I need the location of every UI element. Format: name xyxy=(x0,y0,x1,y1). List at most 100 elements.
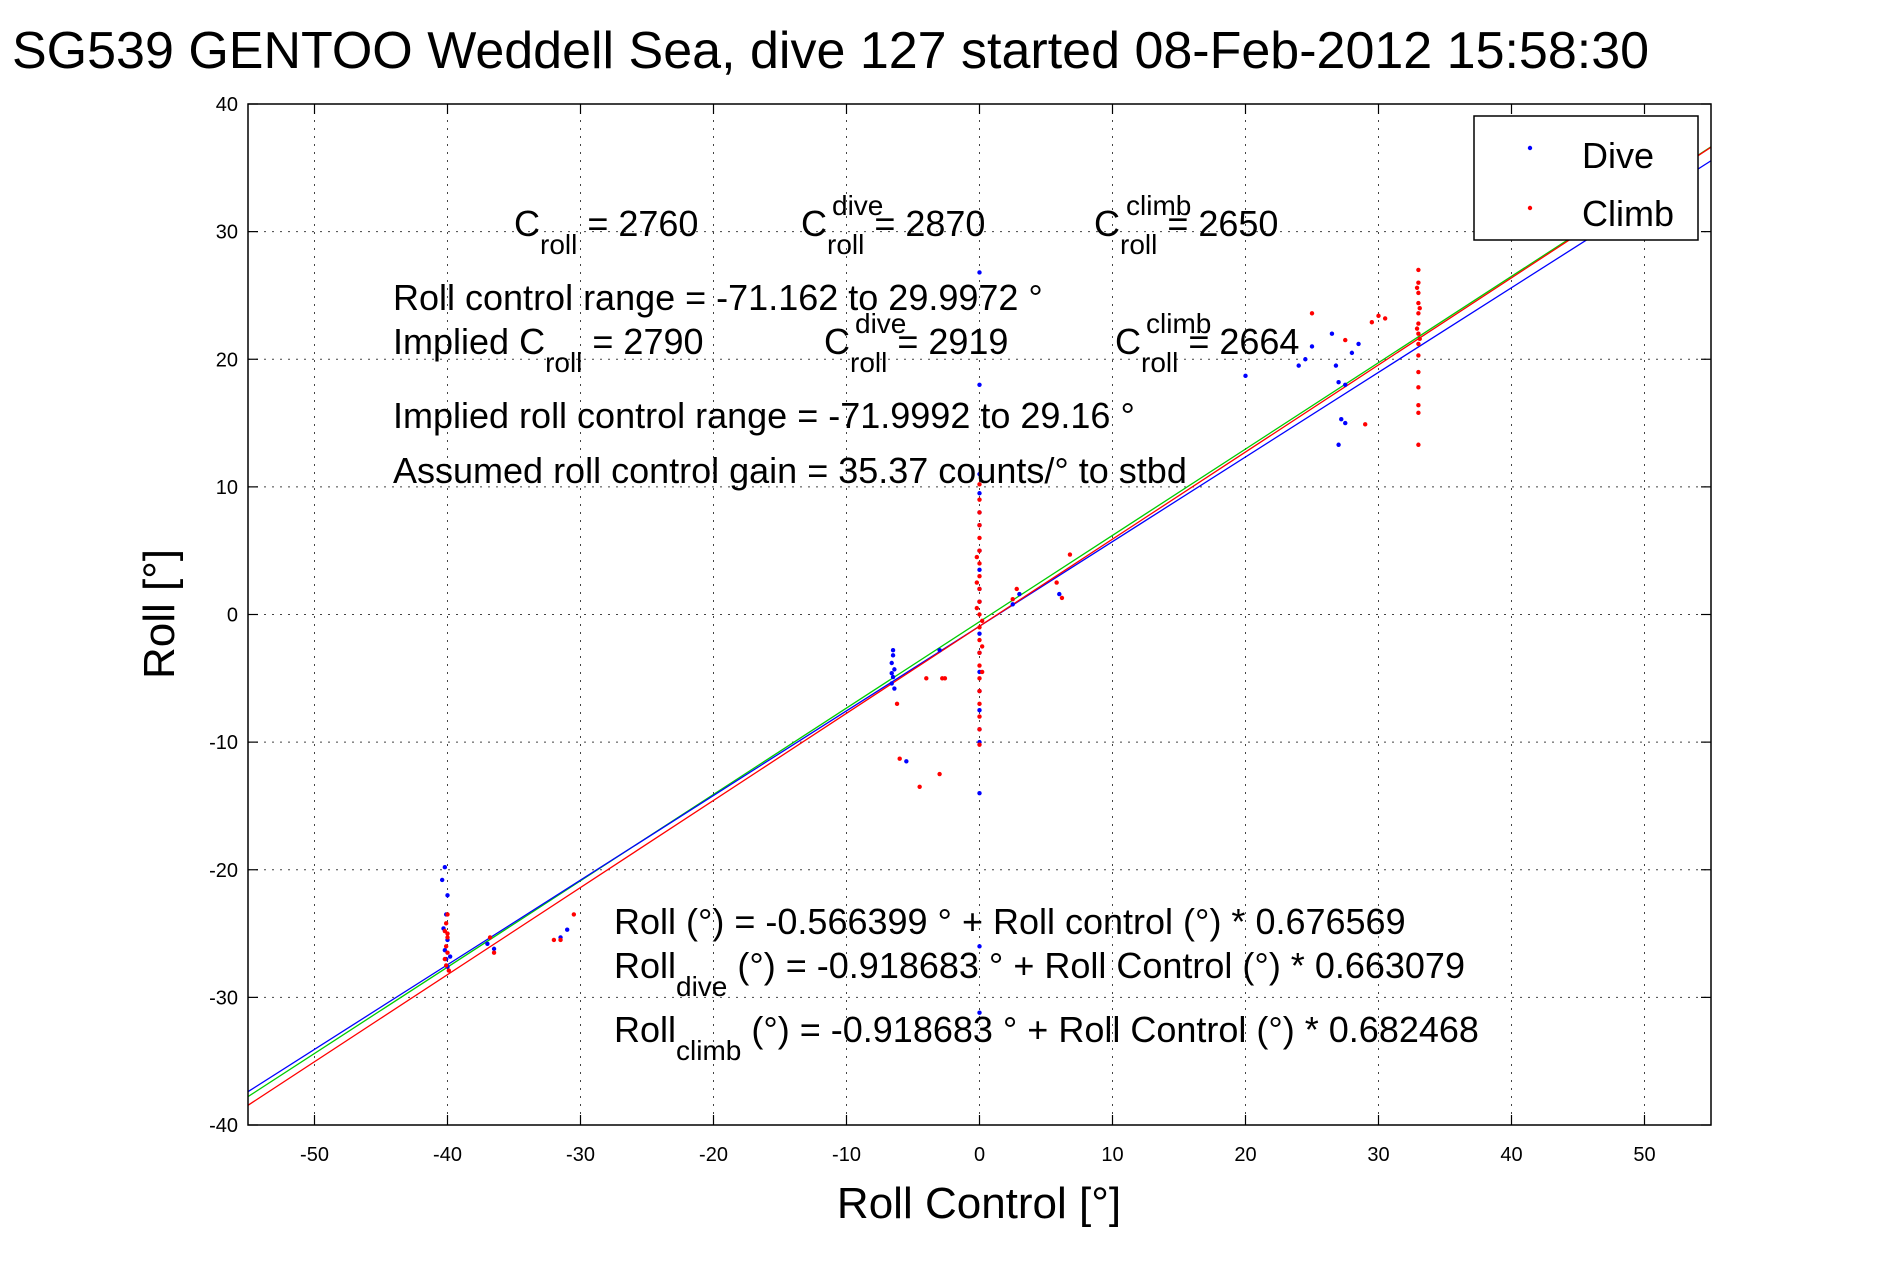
dive-point xyxy=(890,674,896,680)
dive-point xyxy=(442,864,448,870)
climb-point xyxy=(1414,326,1420,331)
climb-point xyxy=(1416,385,1421,390)
dive-point xyxy=(904,759,909,764)
climb-point xyxy=(1309,311,1315,316)
y-tick-label: 20 xyxy=(216,349,238,371)
climb-point xyxy=(1416,353,1421,358)
climb-point xyxy=(1416,410,1421,416)
annotation-c-roll: Croll = 2760 xyxy=(514,203,698,260)
annotation-implied-c-roll-dive-sup: dive xyxy=(855,308,906,339)
legend: Dive Climb xyxy=(1473,115,1699,241)
dive-point xyxy=(1356,341,1361,347)
annotation-c-roll-dive-sup: dive xyxy=(832,190,883,221)
climb-point xyxy=(977,637,982,643)
dive-point xyxy=(892,686,897,691)
chart-title: SG539 GENTOO Weddell Sea, dive 127 start… xyxy=(12,22,1649,80)
dive-point xyxy=(977,944,982,949)
climb-point xyxy=(1416,280,1421,285)
dive-point xyxy=(977,631,982,636)
annotation-fit-all: Roll (°) = -0.566399 ° + Roll control (°… xyxy=(614,901,1406,942)
climb-point xyxy=(977,688,982,694)
x-tick-label: 20 xyxy=(1234,1144,1256,1166)
climb-point xyxy=(977,561,982,566)
climb-point xyxy=(1416,442,1421,447)
climb-point xyxy=(977,599,982,604)
y-axis-label: Roll [°] xyxy=(135,549,184,679)
x-tick-label: -10 xyxy=(832,1144,861,1166)
y-tick-label: 0 xyxy=(227,605,238,627)
climb-point xyxy=(1416,341,1421,347)
climb-point xyxy=(977,586,982,592)
x-tick-labels: -50 -40 -30 -20 -10 0 10 20 30 40 50 xyxy=(300,1144,1656,1166)
dive-point xyxy=(1329,331,1335,336)
dive-point xyxy=(1336,442,1341,447)
dive-point xyxy=(937,648,942,653)
climb-point xyxy=(443,921,449,926)
dive-point xyxy=(977,1010,982,1015)
dive-point xyxy=(890,653,896,658)
climb-point xyxy=(977,742,982,747)
climb-point xyxy=(977,612,982,617)
climb-point xyxy=(977,522,982,528)
dive-point xyxy=(1243,373,1248,379)
dive-point xyxy=(889,681,894,686)
dive-point xyxy=(977,471,982,477)
dive-point xyxy=(1017,591,1022,597)
climb-point xyxy=(979,669,985,675)
climb-point xyxy=(1416,290,1421,296)
climb-point xyxy=(977,727,982,732)
climb-point xyxy=(487,935,493,940)
annotation-c-roll-climb-sup: climb xyxy=(1126,190,1191,221)
climb-point xyxy=(977,701,982,707)
dive-point xyxy=(977,382,982,387)
climb-point xyxy=(977,574,982,579)
climb-point xyxy=(979,644,985,649)
dive-point xyxy=(1343,382,1348,387)
climb-point xyxy=(558,937,563,943)
climb-point xyxy=(445,950,450,955)
dive-point xyxy=(977,567,982,573)
climb-point xyxy=(974,554,980,560)
climb-point xyxy=(977,482,982,487)
dive-point xyxy=(447,954,453,959)
climb-point xyxy=(443,944,449,949)
annotation-roll-control-range: Roll control range = -71.162 to 29.9972 … xyxy=(393,277,1043,318)
climb-point xyxy=(974,605,980,611)
climb-point xyxy=(977,663,982,668)
dive-point xyxy=(1296,363,1301,368)
y-tick-label: 10 xyxy=(216,477,238,499)
climb-point xyxy=(974,580,980,585)
climb-point xyxy=(1014,586,1019,592)
climb-point xyxy=(977,535,982,541)
dive-point xyxy=(1339,417,1344,422)
dive-point xyxy=(1010,602,1015,607)
dive-point xyxy=(1309,344,1315,349)
axis-ticks xyxy=(248,103,1711,1126)
climb-point xyxy=(979,618,985,624)
x-tick-label: 40 xyxy=(1500,1144,1522,1166)
y-tick-label: 40 xyxy=(216,94,238,116)
climb-point xyxy=(1054,580,1059,585)
climb-point xyxy=(977,650,982,655)
dive-point xyxy=(439,877,445,883)
data-points xyxy=(439,267,1422,1015)
climb-point xyxy=(1414,285,1420,290)
climb-point xyxy=(977,510,982,515)
x-tick-label: -50 xyxy=(300,1144,329,1166)
climb-point xyxy=(1417,336,1422,342)
climb-point xyxy=(551,937,557,943)
climb-point xyxy=(1417,306,1422,311)
climb-point xyxy=(1416,321,1421,326)
y-tick-label: -30 xyxy=(209,987,238,1009)
climb-point xyxy=(1416,267,1421,273)
climb-point xyxy=(897,756,902,761)
x-tick-label: -20 xyxy=(699,1144,728,1166)
x-tick-label: 50 xyxy=(1633,1144,1655,1166)
climb-point xyxy=(977,676,982,681)
legend-marker-climb xyxy=(1527,205,1533,211)
annotation-gain: Assumed roll control gain = 35.37 counts… xyxy=(393,450,1187,491)
climb-point xyxy=(1376,313,1381,319)
climb-point xyxy=(977,625,982,630)
climb-point xyxy=(1416,402,1421,408)
